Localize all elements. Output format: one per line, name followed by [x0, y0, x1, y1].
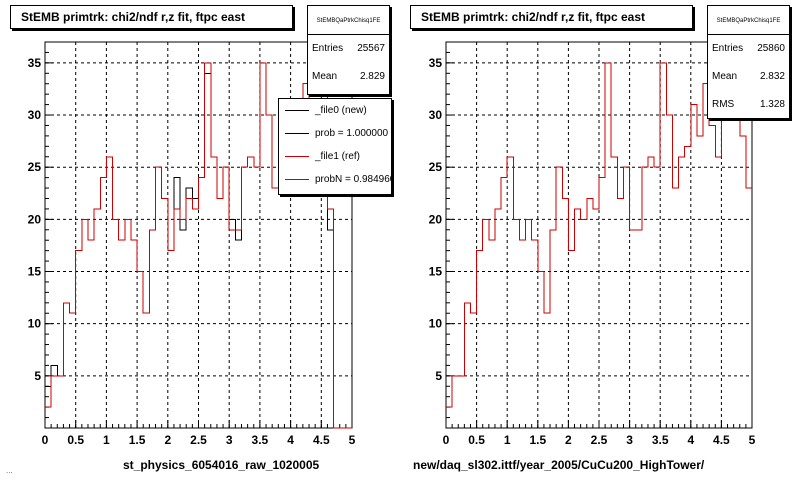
stats-label: Mean [312, 71, 338, 82]
legend-line-red [285, 179, 309, 180]
legend-label: _file0 (new) [315, 105, 367, 116]
x-tick-label: 4.5 [313, 433, 330, 447]
y-tick-label: 15 [429, 265, 443, 279]
stats-value: 25860 [757, 43, 785, 54]
left-x-axis-label: st_physics_6054016_raw_1020005 [123, 458, 319, 472]
x-tick-label: 1.5 [129, 433, 146, 447]
y-tick-label: 30 [28, 108, 42, 122]
legend-entry-file1: _file1 (ref) [279, 145, 391, 168]
x-tick-label: 1.5 [529, 433, 546, 447]
left-stats-box: StEMBQaPtrkChisq1FE Entries 25567 Mean 2… [307, 5, 390, 95]
x-tick-label: 1 [103, 433, 110, 447]
y-tick-label: 5 [435, 369, 442, 383]
legend-line-red [285, 156, 309, 157]
x-tick-label: 3 [626, 433, 633, 447]
x-tick-label: 3.5 [652, 433, 669, 447]
footer-text: ... [6, 466, 13, 475]
legend-label: prob = 1.000000 [315, 128, 389, 139]
x-tick-label: 5 [749, 433, 756, 447]
legend-entry-probn: probN = 0.984960 [279, 168, 391, 191]
right-stats-row-entries: Entries 25860 [708, 35, 789, 63]
right-stats-row-mean: Mean 2.832 [708, 63, 789, 91]
x-tick-label: 0.5 [67, 433, 84, 447]
left-stats-row-mean: Mean 2.829 [308, 63, 389, 91]
right-plot-title-text: StEMB primtrk: chi2/ndf r,z fit, ftpc ea… [421, 10, 646, 24]
y-tick-label: 10 [429, 317, 443, 331]
legend-label: probN = 0.984960 [315, 174, 392, 185]
x-tick-label: 4 [687, 433, 694, 447]
stats-label: Mean [712, 71, 738, 82]
x-tick-label: 4.5 [713, 433, 730, 447]
y-tick-label: 25 [28, 160, 42, 174]
right-stats-row-rms: RMS 1.328 [708, 91, 789, 118]
x-tick-label: 2.5 [591, 433, 608, 447]
legend-line-black [285, 133, 309, 134]
legend-entry-prob: prob = 1.000000 [279, 122, 391, 145]
stats-label: Entries [712, 43, 744, 54]
left-legend: _file0 (new) prob = 1.000000 _file1 (ref… [278, 98, 392, 195]
stats-label: RMS [712, 99, 735, 110]
x-tick-label: 2 [565, 433, 572, 447]
left-stats-name: StEMBQaPtrkChisq1FE [308, 6, 389, 35]
legend-label: _file1 (ref) [315, 151, 361, 162]
right-x-axis-label-text: new/daq_sl302.ittf/year_2005/CuCu200_Hig… [413, 458, 705, 472]
stats-value: 1.328 [759, 99, 785, 110]
y-tick-label: 15 [28, 265, 42, 279]
left-stats-row-entries: Entries 25567 [308, 35, 389, 63]
y-tick-label: 10 [28, 317, 42, 331]
right-plot-title: StEMB primtrk: chi2/ndf r,z fit, ftpc ea… [410, 5, 693, 29]
x-tick-label: 0 [443, 433, 450, 447]
stats-value: 2.829 [359, 71, 385, 82]
right-histogram-panel: 0 0.5 1 1.5 2 2.5 3 3.5 4 4.5 5 5 10 15 20 25 30 35 [429, 41, 756, 447]
histogram-series--file1-ref- [446, 62, 752, 408]
y-tick-label: 30 [429, 108, 443, 122]
right-stats-name: StEMBQaPtrkChisq1FE [708, 6, 789, 35]
x-tick-label: 3.5 [252, 433, 269, 447]
x-tick-label: 0.5 [468, 433, 485, 447]
legend-line-black [285, 110, 309, 111]
right-stats-box: StEMBQaPtrkChisq1FE Entries 25860 Mean 2… [707, 5, 790, 119]
x-tick-label: 4 [287, 433, 294, 447]
legend-entry-file0: _file0 (new) [279, 99, 391, 122]
y-tick-label: 35 [28, 56, 42, 70]
x-tick-label: 1 [504, 433, 511, 447]
y-tick-label: 25 [429, 160, 443, 174]
y-tick-label: 5 [34, 369, 41, 383]
stats-label: Entries [312, 43, 344, 54]
left-plot-title: StEMB primtrk: chi2/ndf r,z fit, ftpc ea… [10, 5, 293, 29]
stats-value: 2.832 [759, 71, 785, 82]
y-tick-label: 20 [429, 212, 443, 226]
stats-value: 25567 [357, 43, 385, 54]
x-tick-label: 3 [226, 433, 233, 447]
x-tick-label: 2.5 [190, 433, 207, 447]
x-tick-label: 2 [164, 433, 171, 447]
x-tick-label: 0 [42, 433, 49, 447]
y-tick-label: 20 [28, 212, 42, 226]
left-x-axis-label-text: st_physics_6054016_raw_1020005 [123, 458, 320, 472]
right-x-axis-label: new/daq_sl302.ittf/year_2005/CuCu200_Hig… [413, 458, 704, 472]
x-tick-label: 5 [349, 433, 356, 447]
left-plot-title-text: StEMB primtrk: chi2/ndf r,z fit, ftpc ea… [21, 10, 246, 24]
y-tick-label: 35 [429, 56, 443, 70]
